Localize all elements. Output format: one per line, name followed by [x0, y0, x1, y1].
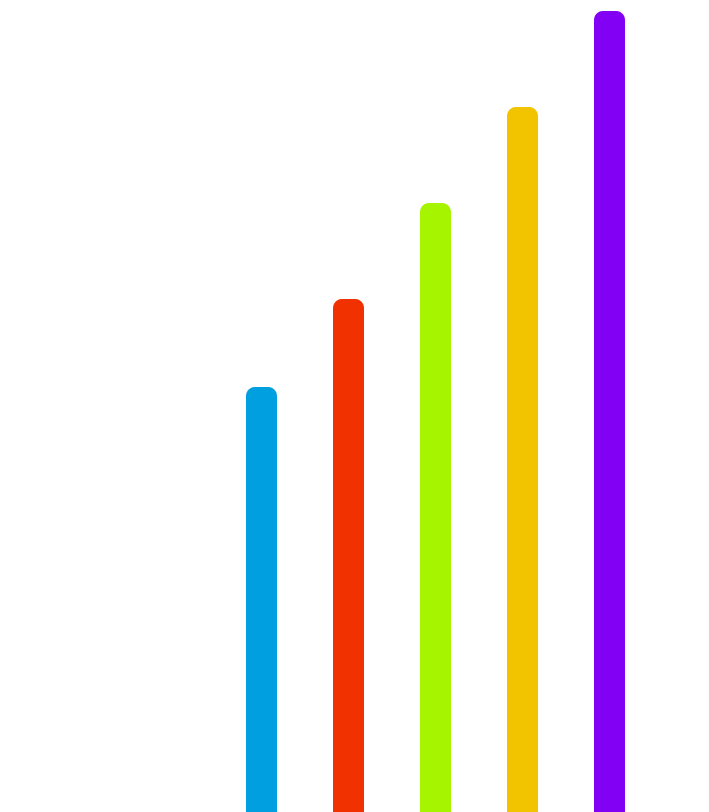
bar-2: [333, 299, 364, 812]
bar-3: [420, 203, 451, 812]
bar-4: [507, 107, 538, 812]
bar-1: [246, 387, 277, 812]
bar-5: [594, 11, 625, 812]
